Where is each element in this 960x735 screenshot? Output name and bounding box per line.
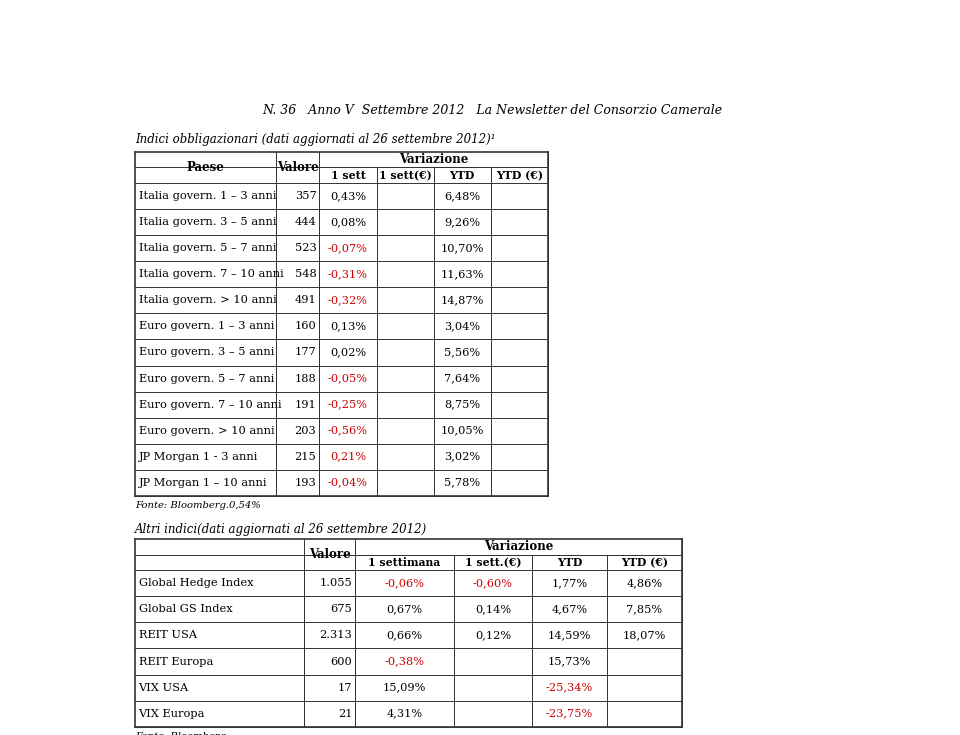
Text: Variazione: Variazione [484, 540, 553, 553]
Text: Global GS Index: Global GS Index [138, 604, 232, 614]
Text: 203: 203 [295, 426, 317, 436]
Text: 444: 444 [295, 218, 317, 227]
Text: 177: 177 [295, 348, 317, 357]
Text: 0,02%: 0,02% [330, 348, 366, 357]
Text: 14,87%: 14,87% [441, 295, 484, 306]
Text: 21: 21 [338, 709, 352, 719]
Text: 5,78%: 5,78% [444, 478, 480, 487]
Text: -0,32%: -0,32% [328, 295, 368, 306]
Text: 0,21%: 0,21% [330, 451, 366, 462]
Text: Altri indici(dati aggiornati al 26 settembre 2012): Altri indici(dati aggiornati al 26 sette… [134, 523, 427, 536]
Text: 1 sett(€): 1 sett(€) [378, 170, 431, 181]
Text: 188: 188 [295, 373, 317, 384]
Text: Euro govern. 5 – 7 anni: Euro govern. 5 – 7 anni [138, 373, 274, 384]
Text: N. 36   Anno V  Settembre 2012   La Newsletter del Consorzio Camerale: N. 36 Anno V Settembre 2012 La Newslette… [262, 104, 722, 117]
Text: Global Hedge Index: Global Hedge Index [138, 578, 253, 589]
Text: VIX USA: VIX USA [138, 683, 189, 692]
Text: Paese: Paese [186, 161, 225, 174]
Text: 3,02%: 3,02% [444, 451, 480, 462]
Text: Fonte: Bloomberg.0,54%: Fonte: Bloomberg.0,54% [134, 501, 260, 510]
Text: 6,48%: 6,48% [444, 191, 480, 201]
Text: 215: 215 [295, 451, 317, 462]
Text: 160: 160 [295, 321, 317, 331]
Text: Italia govern. 3 – 5 anni: Italia govern. 3 – 5 anni [138, 218, 276, 227]
Text: YTD: YTD [557, 557, 583, 568]
Text: 1.055: 1.055 [320, 578, 352, 589]
Text: Euro govern. 7 – 10 anni: Euro govern. 7 – 10 anni [138, 400, 281, 409]
Text: -0,38%: -0,38% [384, 656, 424, 667]
Text: Valore: Valore [309, 548, 350, 561]
Text: 2.313: 2.313 [320, 631, 352, 640]
Text: 1 sett: 1 sett [330, 170, 366, 181]
Text: Euro govern. > 10 anni: Euro govern. > 10 anni [138, 426, 275, 436]
Text: Italia govern. 1 – 3 anni: Italia govern. 1 – 3 anni [138, 191, 276, 201]
Text: 675: 675 [330, 604, 352, 614]
Text: JP Morgan 1 - 3 anni: JP Morgan 1 - 3 anni [138, 451, 258, 462]
Text: 0,66%: 0,66% [386, 631, 422, 640]
Text: 191: 191 [295, 400, 317, 409]
Text: YTD (€): YTD (€) [495, 170, 542, 181]
Text: 0,14%: 0,14% [475, 604, 511, 614]
Text: 0,13%: 0,13% [330, 321, 366, 331]
Text: Euro govern. 3 – 5 anni: Euro govern. 3 – 5 anni [138, 348, 274, 357]
Text: Fonte: Bloomberg.: Fonte: Bloomberg. [134, 732, 228, 735]
Text: Valore: Valore [276, 161, 319, 174]
Text: REIT Europa: REIT Europa [138, 656, 213, 667]
Text: 15,73%: 15,73% [548, 656, 591, 667]
Text: -25,34%: -25,34% [546, 683, 593, 692]
Text: Italia govern. 7 – 10 anni: Italia govern. 7 – 10 anni [138, 270, 283, 279]
Text: 14,59%: 14,59% [548, 631, 591, 640]
Text: 3,04%: 3,04% [444, 321, 480, 331]
Text: -0,04%: -0,04% [328, 478, 368, 487]
Text: 4,31%: 4,31% [386, 709, 422, 719]
Text: Indici obbligazionari (dati aggiornati al 26 settembre 2012)¹: Indici obbligazionari (dati aggiornati a… [134, 134, 495, 146]
Text: 7,64%: 7,64% [444, 373, 480, 384]
Text: 10,70%: 10,70% [441, 243, 484, 254]
Text: -0,60%: -0,60% [473, 578, 513, 589]
Text: 600: 600 [330, 656, 352, 667]
Text: 0,67%: 0,67% [386, 604, 422, 614]
Text: -0,07%: -0,07% [328, 243, 368, 254]
Text: 1 sett.(€): 1 sett.(€) [465, 557, 521, 568]
Text: 0,12%: 0,12% [475, 631, 511, 640]
Text: 8,75%: 8,75% [444, 400, 480, 409]
Text: -0,56%: -0,56% [328, 426, 368, 436]
Text: REIT USA: REIT USA [138, 631, 197, 640]
Text: YTD (€): YTD (€) [621, 557, 668, 568]
Text: 17: 17 [338, 683, 352, 692]
Text: -23,75%: -23,75% [546, 709, 593, 719]
Text: 5,56%: 5,56% [444, 348, 480, 357]
Text: 548: 548 [295, 270, 317, 279]
Text: 193: 193 [295, 478, 317, 487]
Text: VIX Europa: VIX Europa [138, 709, 205, 719]
Text: JP Morgan 1 – 10 anni: JP Morgan 1 – 10 anni [138, 478, 267, 487]
Text: 9,26%: 9,26% [444, 218, 480, 227]
Text: Italia govern. > 10 anni: Italia govern. > 10 anni [138, 295, 276, 306]
Text: -0,06%: -0,06% [384, 578, 424, 589]
Text: -0,25%: -0,25% [328, 400, 368, 409]
Text: 11,63%: 11,63% [441, 270, 484, 279]
Text: Italia govern. 5 – 7 anni: Italia govern. 5 – 7 anni [138, 243, 276, 254]
Text: Variazione: Variazione [399, 153, 468, 166]
Text: 0,43%: 0,43% [330, 191, 366, 201]
Text: 4,67%: 4,67% [552, 604, 588, 614]
Text: -0,31%: -0,31% [328, 270, 368, 279]
Text: 523: 523 [295, 243, 317, 254]
Text: 7,85%: 7,85% [626, 604, 662, 614]
Text: 491: 491 [295, 295, 317, 306]
Text: 18,07%: 18,07% [623, 631, 666, 640]
Text: 1 settimana: 1 settimana [369, 557, 441, 568]
Text: 15,09%: 15,09% [383, 683, 426, 692]
Text: YTD: YTD [449, 170, 475, 181]
Text: Euro govern. 1 – 3 anni: Euro govern. 1 – 3 anni [138, 321, 274, 331]
Text: 4,86%: 4,86% [626, 578, 662, 589]
Text: 1,77%: 1,77% [552, 578, 588, 589]
Text: 357: 357 [295, 191, 317, 201]
Text: -0,05%: -0,05% [328, 373, 368, 384]
Text: 0,08%: 0,08% [330, 218, 366, 227]
Text: 10,05%: 10,05% [441, 426, 484, 436]
